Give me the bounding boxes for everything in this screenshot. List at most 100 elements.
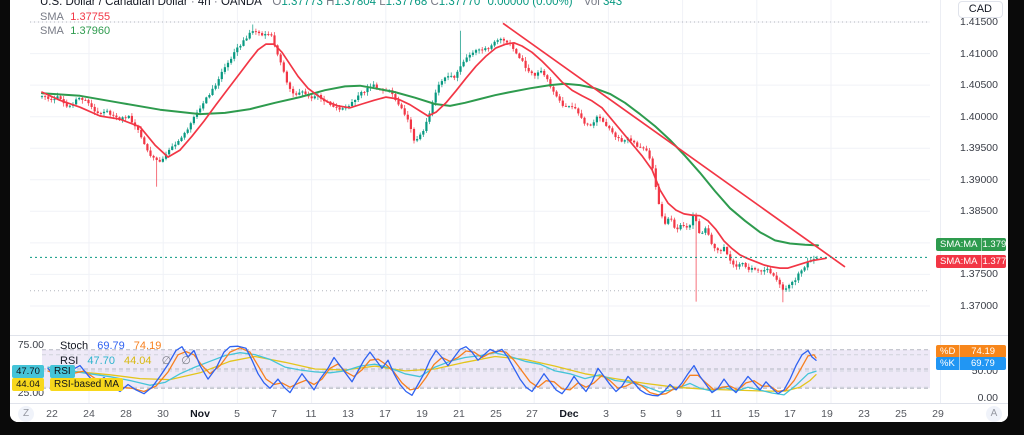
rsi-ma-value: 44.04	[124, 355, 152, 367]
candle	[236, 43, 239, 56]
candle	[453, 74, 456, 81]
candle	[47, 95, 50, 102]
candle	[623, 139, 626, 144]
candle	[354, 99, 357, 106]
trend-line[interactable]	[502, 22, 846, 268]
candle	[270, 32, 273, 37]
candle	[155, 156, 158, 187]
candle	[124, 115, 127, 121]
indicator-value-badge: 47.70	[12, 364, 44, 378]
sma-slow-line	[41, 82, 819, 247]
candle	[698, 218, 701, 234]
sma-slow-value: 1.37960	[70, 25, 111, 37]
time-axis[interactable]: Z A 22 24 28 30 Nov 5 7 11 13 17 19 21 25 27 Dec 3 5 9 11 1…	[10, 403, 1008, 422]
candle	[602, 116, 605, 123]
candle	[577, 107, 580, 116]
candle	[403, 105, 406, 117]
candle	[127, 115, 130, 119]
candle	[465, 54, 468, 63]
candle	[778, 277, 781, 288]
grid	[30, 0, 930, 403]
candle	[363, 91, 366, 96]
candle	[536, 70, 540, 80]
chart-canvas[interactable]	[10, 0, 1008, 422]
candle	[109, 109, 112, 117]
candle	[78, 97, 81, 101]
rsi-ma-line	[47, 355, 817, 392]
sma-fast-legend[interactable]: SMA 1.37755	[40, 11, 111, 23]
sma-fast-value: 1.37755	[70, 11, 111, 23]
candle	[406, 111, 409, 123]
candle	[688, 224, 691, 230]
candle	[335, 103, 338, 111]
volume-value: 343	[602, 0, 623, 8]
candle	[242, 37, 245, 47]
candle	[719, 248, 722, 254]
candle	[651, 156, 654, 171]
candle	[620, 135, 623, 143]
sma-slow-legend[interactable]: SMA 1.37960	[40, 25, 111, 37]
candle	[633, 139, 636, 145]
candle	[419, 132, 422, 141]
candle	[567, 105, 571, 109]
candle	[571, 102, 574, 110]
candle	[425, 118, 428, 133]
candle	[750, 265, 753, 273]
volume-label: Vol	[583, 0, 600, 8]
candle	[152, 154, 155, 161]
time-axis-label: 13	[342, 408, 354, 420]
symbol-legend[interactable]: U.S. Dollar / Canadian Dollar · 4h · OAN…	[40, 0, 622, 8]
candle	[245, 35, 248, 41]
candle	[350, 99, 354, 108]
auto-scale-button[interactable]: A	[986, 406, 1002, 422]
eye-toggle-icon[interactable]: ∅	[161, 355, 172, 367]
candle	[220, 68, 223, 82]
indicator-left-scale-label: 75.00	[17, 339, 44, 351]
candle	[180, 135, 183, 142]
candle	[409, 117, 412, 133]
candle	[106, 108, 109, 113]
time-axis-label: Dec	[559, 408, 579, 420]
candle	[471, 50, 474, 57]
candle	[642, 146, 645, 151]
candle	[230, 56, 233, 65]
candle	[595, 115, 598, 126]
candle	[744, 262, 747, 269]
candle	[416, 136, 419, 143]
candle	[735, 260, 738, 270]
rsi-legend[interactable]: RSI 47.70 44.04 ∅ ∅	[60, 355, 191, 367]
candle	[174, 141, 177, 150]
candle	[617, 134, 620, 142]
candle	[298, 88, 301, 96]
candle	[186, 127, 189, 135]
candle	[158, 157, 161, 163]
candle	[183, 131, 186, 140]
candle	[546, 74, 549, 82]
stoch-value-badge: %D 74.19	[936, 345, 1006, 358]
stoch-legend[interactable]: Stoch 69.79 74.19	[60, 340, 162, 352]
candle	[360, 90, 363, 99]
eye-toggle-icon[interactable]: ∅	[181, 355, 191, 367]
price-axis-label: 1.39500	[960, 142, 998, 154]
candle	[670, 215, 673, 222]
candle	[462, 59, 465, 68]
time-axis-label: 5	[234, 408, 240, 420]
candle	[44, 95, 47, 100]
interval-label: 4h	[197, 0, 211, 8]
exchange-label: OANDA	[220, 0, 262, 8]
time-axis-label: 30	[157, 408, 169, 420]
candle	[490, 43, 493, 51]
candle	[518, 52, 521, 59]
currency-button[interactable]: CAD	[957, 1, 1003, 18]
candle	[264, 31, 267, 39]
candle	[295, 91, 298, 97]
candle	[233, 48, 236, 62]
timezone-button[interactable]: Z	[18, 406, 34, 422]
candle	[478, 48, 481, 54]
stoch-value-badge: %K 69.79	[936, 357, 1006, 370]
candle	[788, 283, 791, 292]
pane-separator[interactable]	[10, 335, 1008, 336]
candle	[533, 72, 536, 79]
candle	[763, 266, 766, 275]
candle	[211, 85, 214, 96]
